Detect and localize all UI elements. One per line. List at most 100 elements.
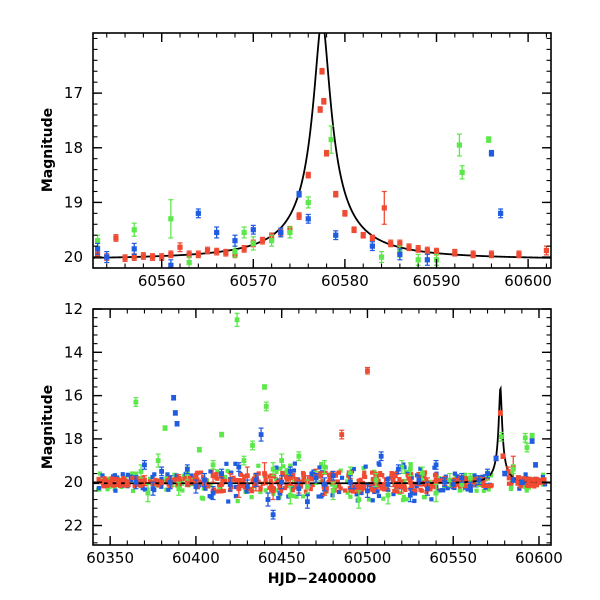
- band-point-red: [369, 470, 375, 475]
- band-point-red: [360, 483, 365, 488]
- data-point-green: [133, 397, 139, 408]
- data-point-blue: [322, 477, 328, 492]
- band-point-blue: [96, 485, 101, 491]
- band-point-red: [422, 470, 428, 475]
- band-point-red: [156, 483, 161, 488]
- x-tick-label: 60450: [258, 549, 306, 567]
- band-point-red: [428, 487, 433, 492]
- band-point-red: [506, 476, 511, 481]
- band-point-red: [214, 475, 219, 480]
- band-point-red: [534, 483, 540, 488]
- x-tick-label: 60570: [229, 272, 277, 290]
- data-point-green: [456, 133, 462, 157]
- band-point-red: [228, 485, 234, 490]
- data-point-green: [262, 384, 268, 390]
- band-point-green: [215, 469, 220, 474]
- band-point-red: [137, 476, 142, 481]
- band-point-red: [294, 477, 299, 482]
- band-point-blue: [142, 487, 148, 492]
- band-point-blue: [337, 489, 342, 495]
- data-point-green: [269, 234, 275, 247]
- data-point-blue: [330, 470, 336, 481]
- data-point-red: [124, 479, 130, 485]
- band-point-red: [348, 488, 353, 493]
- band-point-green: [488, 473, 494, 478]
- data-point-blue: [250, 224, 256, 235]
- data-point-blue: [168, 259, 174, 268]
- band-point-red: [234, 477, 239, 483]
- bottom-x-axis-title: HJD−2400000: [268, 571, 377, 587]
- band-point-red: [214, 472, 219, 477]
- data-point-green: [305, 196, 311, 209]
- band-point-red: [472, 480, 477, 485]
- band-point-red: [378, 471, 383, 476]
- band-point-blue: [152, 472, 157, 477]
- band-point-red: [206, 483, 211, 488]
- band-point-green: [263, 488, 268, 493]
- band-point-red: [342, 488, 348, 493]
- data-point-red: [333, 190, 339, 198]
- top-plot-area: [93, 33, 551, 268]
- x-tick-label: 60500: [344, 549, 392, 567]
- data-point-green: [522, 432, 528, 443]
- band-point-red: [395, 489, 400, 494]
- x-tick-label: 60550: [429, 549, 477, 567]
- data-point-blue: [502, 470, 508, 477]
- data-point-blue: [424, 481, 430, 496]
- bottom-y-axis-title: Magnitude: [40, 385, 56, 469]
- band-point-red: [481, 480, 486, 485]
- data-point-blue: [416, 475, 422, 485]
- data-point-blue: [258, 427, 264, 442]
- data-point-red: [390, 472, 396, 488]
- band-point-green: [345, 490, 350, 495]
- band-point-red: [336, 484, 342, 489]
- data-point-red: [214, 247, 220, 256]
- band-point-blue: [229, 470, 234, 475]
- data-point-blue: [174, 420, 180, 427]
- band-point-green: [258, 489, 263, 495]
- band-point-green: [225, 468, 230, 474]
- data-point-green: [176, 481, 182, 496]
- band-point-blue: [237, 484, 242, 489]
- band-point-blue: [414, 484, 419, 489]
- band-point-red: [327, 472, 332, 477]
- data-point-blue: [305, 213, 311, 224]
- data-point-blue: [278, 227, 284, 238]
- data-point-red: [351, 226, 357, 234]
- data-point-red: [113, 234, 119, 242]
- band-point-red: [284, 484, 289, 489]
- data-point-blue: [219, 468, 225, 479]
- band-point-blue: [391, 491, 396, 497]
- band-point-blue: [317, 465, 322, 470]
- x-tick-label: 60580: [321, 272, 369, 290]
- band-point-red: [256, 471, 261, 476]
- band-point-green: [223, 474, 228, 480]
- data-point-blue: [450, 479, 456, 490]
- band-point-red: [402, 483, 407, 488]
- data-point-red: [415, 244, 421, 253]
- y-tick-label: 22: [64, 517, 83, 535]
- bottom-panel: 60350 60400 60450 60500 60550 60600 12 14 16 18 2…: [40, 300, 563, 587]
- top-panel-frame: [92, 32, 552, 269]
- band-point-blue: [174, 473, 179, 478]
- band-point-blue: [359, 490, 364, 496]
- band-point-blue: [159, 477, 164, 482]
- band-point-red: [155, 478, 161, 483]
- model-light-curve: [93, 33, 551, 259]
- data-point-green: [524, 442, 530, 453]
- data-point-blue: [104, 251, 110, 264]
- band-point-green: [301, 494, 306, 499]
- band-point-red: [268, 479, 273, 484]
- data-point-blue: [159, 466, 165, 477]
- top-x-tick-labels: 60560 60570 60580 60590 60600: [138, 272, 552, 290]
- data-point-green: [433, 483, 439, 503]
- data-point-red: [369, 234, 375, 242]
- band-point-blue: [159, 484, 164, 489]
- band-point-red: [362, 470, 367, 475]
- band-point-red: [104, 477, 109, 482]
- data-point-green: [287, 485, 293, 505]
- band-point-red: [320, 479, 325, 484]
- band-point-blue: [316, 494, 321, 499]
- data-point-red: [531, 477, 537, 483]
- data-point-red: [116, 480, 122, 486]
